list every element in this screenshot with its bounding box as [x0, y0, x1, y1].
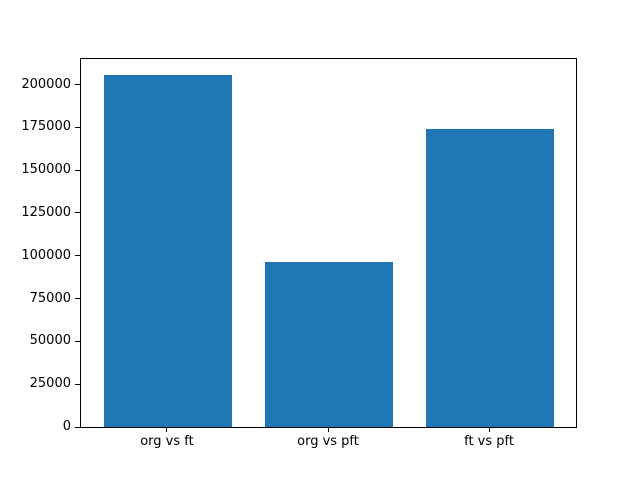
x-tick-mark [166, 427, 168, 432]
y-tick-mark [75, 426, 80, 428]
x-tick-label: org vs pft [297, 434, 359, 449]
y-tick-label: 75000 [29, 290, 71, 306]
y-tick-label: 200000 [21, 76, 71, 92]
x-tick-label: org vs ft [140, 434, 194, 449]
y-tick-mark [75, 298, 80, 300]
y-tick-mark [75, 255, 80, 257]
y-tick-label: 175000 [21, 119, 71, 135]
y-tick-mark [75, 169, 80, 171]
y-tick-label: 125000 [21, 204, 71, 220]
plot-area [80, 58, 577, 428]
x-tick-mark [327, 427, 329, 432]
y-tick-mark [75, 126, 80, 128]
y-tick-label: 50000 [29, 333, 71, 349]
y-tick-label: 100000 [21, 247, 71, 263]
y-tick-mark [75, 383, 80, 385]
y-tick-mark [75, 340, 80, 342]
y-tick-mark [75, 212, 80, 214]
y-tick-label: 150000 [21, 162, 71, 178]
y-tick-label: 0 [62, 419, 71, 434]
y-tick-label: 25000 [29, 376, 71, 392]
bar [264, 262, 394, 427]
x-tick-mark [488, 427, 490, 432]
x-tick-label: ft vs pft [464, 434, 514, 449]
bar [425, 129, 555, 427]
y-tick-mark [75, 84, 80, 86]
bar [103, 74, 233, 427]
